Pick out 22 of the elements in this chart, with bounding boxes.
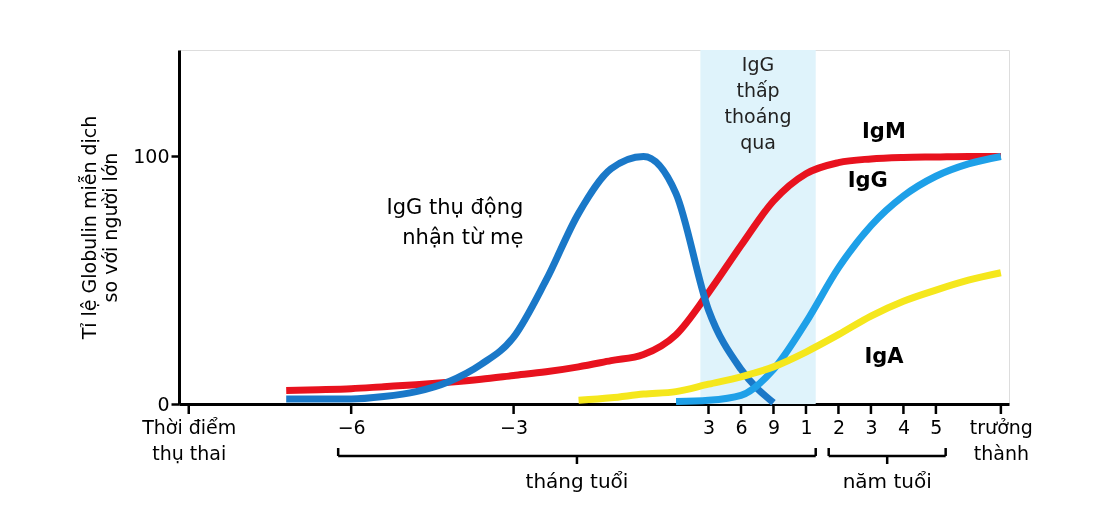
x-tick-label: 3	[865, 415, 878, 438]
series-label: IgG thụ động nhận từ mẹ	[386, 195, 524, 250]
x-tick-label: 5	[930, 415, 943, 438]
x-tick-label: −6	[337, 415, 366, 438]
y-tick-label: 100	[133, 144, 170, 167]
series-label: IgG	[847, 168, 888, 193]
text: năm tuổi	[842, 469, 932, 493]
series-label: IgA	[864, 343, 905, 368]
x-tick-label: 3	[702, 415, 716, 438]
y-tick-label: 0	[157, 392, 170, 415]
band-label: IgG thấp thoáng qua	[724, 53, 792, 153]
x-tick-label: 2	[832, 415, 845, 438]
x-tick-label: trưởng thành	[969, 415, 1033, 464]
x-tick-label: 1	[800, 415, 813, 438]
series-label: IgM	[862, 118, 906, 143]
x-tick-label: 4	[897, 415, 910, 438]
x-tick-label: Thời điểm thụ thai	[141, 415, 237, 464]
y-axis-title: Tỉ lệ Globulin miễn dịch so với người lớn	[78, 115, 122, 341]
x-tick-label: 6	[735, 415, 748, 438]
x-tick-label: −3	[500, 415, 529, 438]
text: tháng tuổi	[525, 469, 629, 493]
x-tick-label: 9	[767, 415, 781, 438]
